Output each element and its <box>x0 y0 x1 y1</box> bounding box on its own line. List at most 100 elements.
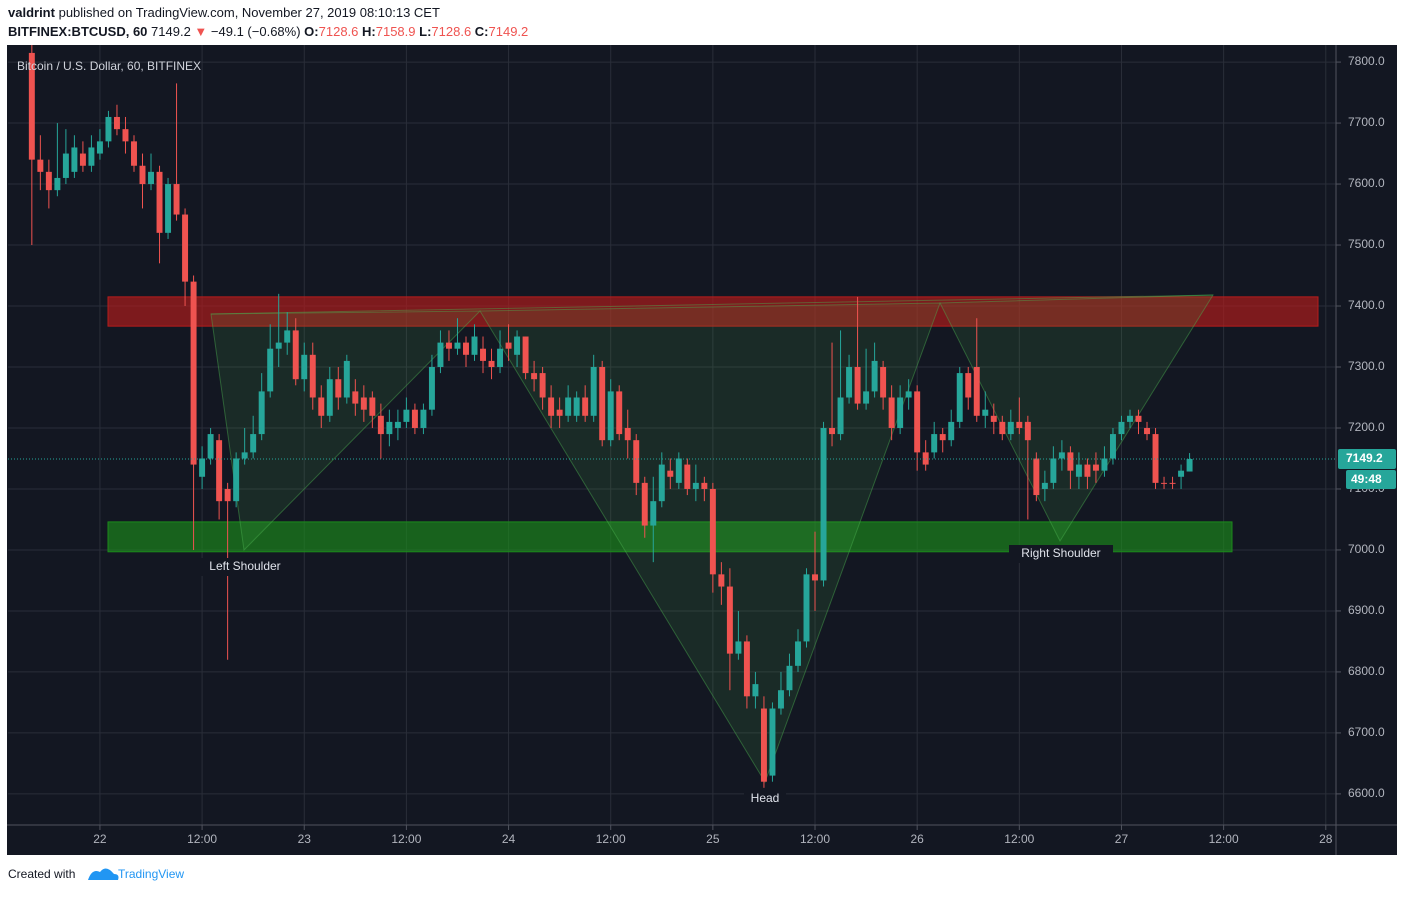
candle-body <box>897 397 904 428</box>
candle-body <box>820 427 827 581</box>
candle-body <box>905 391 912 398</box>
candle-body <box>420 409 427 428</box>
candle-body <box>156 171 163 233</box>
candle-body <box>1067 452 1074 471</box>
candle-body <box>454 342 461 349</box>
candle-body <box>165 184 172 233</box>
candle-body <box>250 434 257 453</box>
candle-body <box>207 434 214 459</box>
candle-body <box>292 330 299 380</box>
o-label: O: <box>304 24 318 39</box>
candle-body <box>79 153 86 166</box>
x-tick-label: 28 <box>1319 832 1333 846</box>
x-tick-label: 24 <box>502 832 516 846</box>
candle-body <box>377 415 384 435</box>
candle-body <box>556 409 563 416</box>
x-tick-label: 23 <box>298 832 312 846</box>
y-tick-label: 7500.0 <box>1348 237 1385 251</box>
y-tick-label: 7200.0 <box>1348 420 1385 434</box>
l-value: 7128.6 <box>431 24 471 39</box>
candle-body <box>965 373 972 398</box>
symbol-line: BITFINEX:BTCUSD, 60 7149.2 ▼ −49.1 (−0.6… <box>8 24 528 39</box>
y-tick-label: 7300.0 <box>1348 359 1385 373</box>
candle-body <box>122 129 129 142</box>
annotation-box <box>1009 545 1113 563</box>
left-shoulder-triangle <box>210 310 482 552</box>
candle-body <box>616 391 623 435</box>
last: 7149.2 <box>151 24 191 39</box>
candle-body <box>403 409 410 422</box>
candle-body <box>650 501 657 526</box>
candle-body <box>309 354 316 398</box>
candle-body <box>582 397 589 416</box>
candle-body <box>735 641 742 654</box>
candle-body <box>318 397 325 416</box>
candle-body <box>1007 421 1014 435</box>
y-tick-label: 6600.0 <box>1348 786 1385 800</box>
published: published on TradingView.com, November 2… <box>59 5 440 20</box>
h-value: 7158.9 <box>376 24 416 39</box>
y-tick-label: 7000.0 <box>1348 542 1385 556</box>
candle-body <box>45 171 52 191</box>
candle-body <box>709 488 716 575</box>
candle-body <box>948 421 955 441</box>
x-tick-label: 12:00 <box>391 832 421 846</box>
candle-body <box>880 367 887 398</box>
candle-body <box>1161 482 1168 484</box>
candle-body <box>990 415 997 422</box>
candle-body <box>1024 421 1031 441</box>
candle-body <box>922 452 929 465</box>
x-tick-label: 12:00 <box>800 832 830 846</box>
candle-body <box>718 574 725 587</box>
candle-body <box>88 147 95 166</box>
candle-body <box>812 574 818 581</box>
l-label: L: <box>419 24 431 39</box>
y-tick-label: 7400.0 <box>1348 298 1385 312</box>
candle-body <box>795 641 801 666</box>
candle-body <box>352 391 359 404</box>
candle-body <box>1050 458 1057 483</box>
candle-body <box>360 397 367 410</box>
candle-body <box>786 665 793 691</box>
candle-body <box>275 342 282 349</box>
candle-body <box>37 159 44 172</box>
countdown-box <box>1346 469 1396 489</box>
candle-body <box>241 452 248 459</box>
candle-body <box>1058 452 1065 459</box>
candle-body <box>726 586 733 654</box>
annotation: Head <box>751 791 780 805</box>
candle-body <box>480 348 486 361</box>
candle-body <box>590 367 597 416</box>
candle-body <box>701 482 708 489</box>
candle-body <box>854 367 861 404</box>
candle-body <box>233 458 240 502</box>
candle-body <box>267 348 274 392</box>
last-price-box <box>1338 448 1396 469</box>
candle-body <box>1075 464 1082 477</box>
candle-body <box>105 116 112 142</box>
x-tick-label: 12:00 <box>1004 832 1034 846</box>
annotations: Left Shoulder Head Right Shoulder <box>197 545 1113 808</box>
candle-body <box>335 379 342 398</box>
x-tick-label: 25 <box>706 832 720 846</box>
candle-body <box>914 391 921 453</box>
candle-body <box>505 342 512 349</box>
candle-body <box>131 141 137 166</box>
candle-body <box>539 373 546 398</box>
candle-body <box>54 177 61 191</box>
y-tick-label: 6700.0 <box>1348 725 1385 739</box>
x-tick-label: 12:00 <box>596 832 626 846</box>
x-tick-label: 27 <box>1115 832 1129 846</box>
x-tick-label: 12:00 <box>1209 832 1239 846</box>
candle-body <box>71 147 78 172</box>
candle-body <box>199 458 206 477</box>
candle-body <box>837 397 844 435</box>
candle-body <box>1152 434 1159 483</box>
chart-background <box>7 45 1397 855</box>
candle-body <box>173 184 180 215</box>
candle-body <box>999 421 1006 435</box>
candle-body <box>548 397 555 416</box>
candle-body <box>675 458 682 483</box>
candle-body <box>1084 464 1091 477</box>
candle-body <box>641 482 648 526</box>
